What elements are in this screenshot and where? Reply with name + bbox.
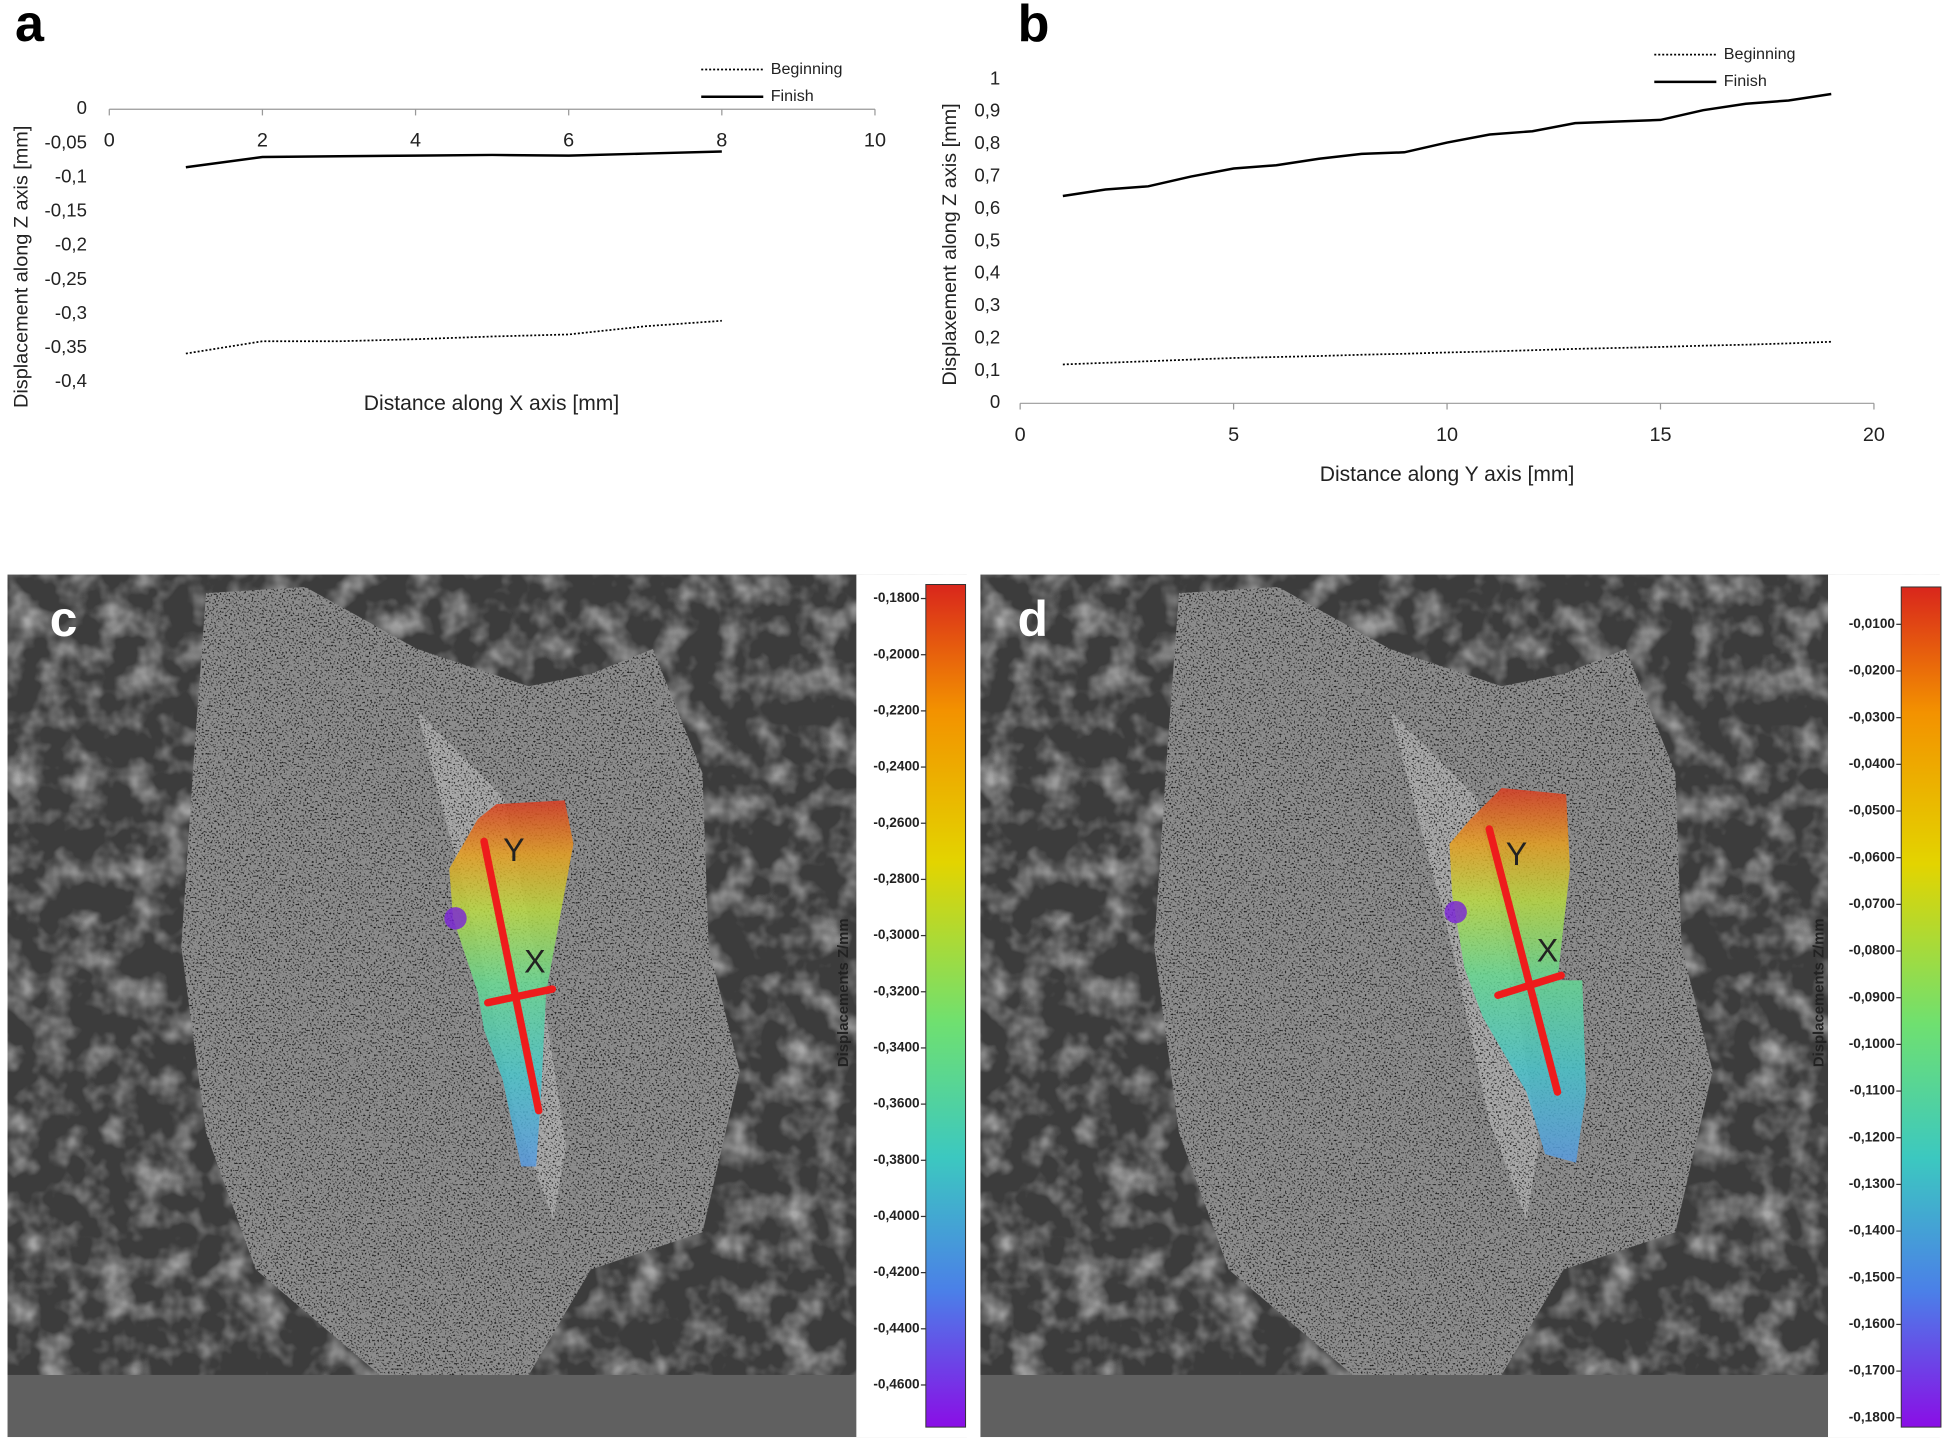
y-section-line [480, 837, 543, 1115]
colorbar-tick-label: -0,0600 [1849, 849, 1896, 864]
y-tick-label: -0,4 [55, 370, 87, 391]
colorbar-tick-label: -0,1400 [1849, 1223, 1896, 1238]
colorbar-tick-label: -0,0500 [1849, 803, 1896, 818]
legend-label: Finish [771, 87, 814, 105]
panel-c: Y X c Displacements Z/mm [8, 574, 969, 1438]
colorbar-tick-label: -0,2000 [873, 646, 920, 661]
specimen-photo [980, 575, 1939, 1437]
x-axis-title: Distance along X axis [mm] [364, 392, 619, 415]
y-axis-title: Displacement along Z axis [mm] [11, 126, 33, 408]
y-tick-label: -0,2 [55, 234, 87, 255]
colorbar-tick-label: -0,0100 [1849, 616, 1896, 631]
y-section-label: Y [503, 832, 525, 868]
data-line [185, 319, 722, 355]
x-section-label: X [524, 944, 546, 980]
x-tick-label: 10 [1436, 424, 1458, 446]
x-tick-label: 8 [716, 130, 727, 152]
colorbar-tick-label: -0,3800 [873, 1152, 920, 1167]
y-tick-label: 0,7 [974, 165, 1000, 186]
colorbar-tick-label: -0,3200 [873, 983, 920, 998]
panel-label: a [15, 0, 45, 53]
colorbar-tick-label: -0,1700 [1849, 1363, 1896, 1378]
y-tick-label: 0 [77, 97, 87, 118]
colorbar-tick-label: -0,0300 [1849, 709, 1896, 724]
colorbar-tick-label: -0,1800 [1849, 1409, 1896, 1424]
y-section-label: Y [1506, 836, 1528, 872]
y-tick-label: -0,15 [45, 200, 87, 221]
colorbar-tick-label: -0,1500 [1849, 1269, 1896, 1284]
x-tick-label: 10 [864, 130, 886, 152]
x-tick-label: 6 [563, 130, 574, 152]
y-tick-label: 1 [990, 67, 1000, 88]
x-tick-label: 0 [104, 130, 115, 152]
legend-label: Finish [1724, 72, 1767, 90]
colorbar-tick-label: -0,3600 [873, 1096, 920, 1111]
y-tick-label: 0,8 [974, 132, 1000, 153]
x-tick-label: 2 [257, 130, 268, 152]
y-tick-label: -0,1 [55, 165, 87, 186]
y-tick-label: 0,9 [974, 100, 1000, 121]
colorbar-tick-label: -0,4000 [873, 1208, 920, 1223]
colorbar-tick-label: -0,0200 [1849, 663, 1896, 678]
y-tick-label: -0,05 [45, 131, 87, 152]
x-tick-label: 5 [1228, 424, 1239, 446]
colorbar-tick-label: -0,4600 [873, 1377, 920, 1392]
y-tick-label: 0,5 [974, 229, 1000, 250]
x-section-line [1494, 971, 1565, 999]
y-tick-label: 0 [990, 391, 1000, 412]
y-tick-label: -0,3 [55, 302, 87, 323]
legend-label: Beginning [1724, 45, 1796, 63]
colorbar-tick-label: -0,1600 [1849, 1316, 1896, 1331]
x-tick-label: 4 [410, 130, 421, 152]
x-section-label: X [1537, 933, 1559, 969]
colorbar-tick-label: -0,1100 [1850, 1083, 1896, 1098]
colorbar-tick-label: -0,2800 [873, 871, 920, 886]
colorbar-tick-label: -0,1000 [1849, 1036, 1896, 1051]
x-section-line [484, 985, 557, 1007]
colorbar-tick-label: -0,0800 [1849, 943, 1896, 958]
colorbar-tick-label: -0,0700 [1849, 896, 1896, 911]
colorbar-tick-label: -0,2200 [873, 702, 920, 717]
colorbar-title: Displacements Z/mm [836, 918, 852, 1067]
colorbar-tick-label: -0,3400 [873, 1040, 920, 1055]
panel-label: c [50, 591, 78, 647]
y-tick-label: 0,2 [974, 326, 1000, 347]
x-tick-label: 0 [1015, 424, 1026, 446]
colorbar-tick-label: -0,3000 [873, 927, 920, 942]
panel-label: b [1018, 0, 1050, 53]
x-axis-title: Distance along Y axis [mm] [1320, 463, 1575, 486]
colorbar-tick-label: -0,1800 [873, 590, 920, 605]
y-axis-title: Displaxement along Z axis [mm] [939, 103, 961, 385]
colorbar-tick-label: -0,2400 [873, 759, 920, 774]
colorbar-tick-label: -0,0400 [1849, 756, 1896, 771]
y-tick-label: 0,1 [974, 359, 1000, 380]
y-tick-label: -0,25 [45, 268, 87, 289]
x-tick-label: 15 [1649, 424, 1671, 446]
minimum-spot [1444, 900, 1467, 924]
data-line [1062, 340, 1832, 366]
colorbar-tick-label: -0,1200 [1849, 1129, 1896, 1144]
colorbar [1900, 586, 1942, 1428]
y-tick-label: 0,6 [974, 197, 1000, 218]
panel-label: d [1018, 591, 1048, 647]
colorbar-tick-label: -0,2600 [873, 815, 920, 830]
minimum-spot [444, 907, 467, 930]
y-tick-label: -0,35 [45, 336, 87, 357]
data-line [1062, 92, 1832, 198]
x-tick-label: 20 [1863, 424, 1885, 446]
panel-d: Y X d Displacements Z/mm [980, 574, 1946, 1438]
y-tick-label: 0,3 [974, 294, 1000, 315]
colorbar-tick-label: -0,0900 [1849, 989, 1896, 1004]
y-tick-label: 0,4 [974, 262, 1000, 283]
colorbar-tick-label: -0,4400 [873, 1320, 920, 1335]
legend-label: Beginning [771, 60, 843, 78]
data-line [185, 150, 722, 169]
colorbar [925, 583, 967, 1428]
colorbar-tick-label: -0,4200 [873, 1264, 920, 1279]
colorbar-title: Displacements Z/mm [1811, 918, 1827, 1067]
colorbar-tick-label: -0,1300 [1849, 1176, 1896, 1191]
y-section-line [1485, 825, 1562, 1096]
